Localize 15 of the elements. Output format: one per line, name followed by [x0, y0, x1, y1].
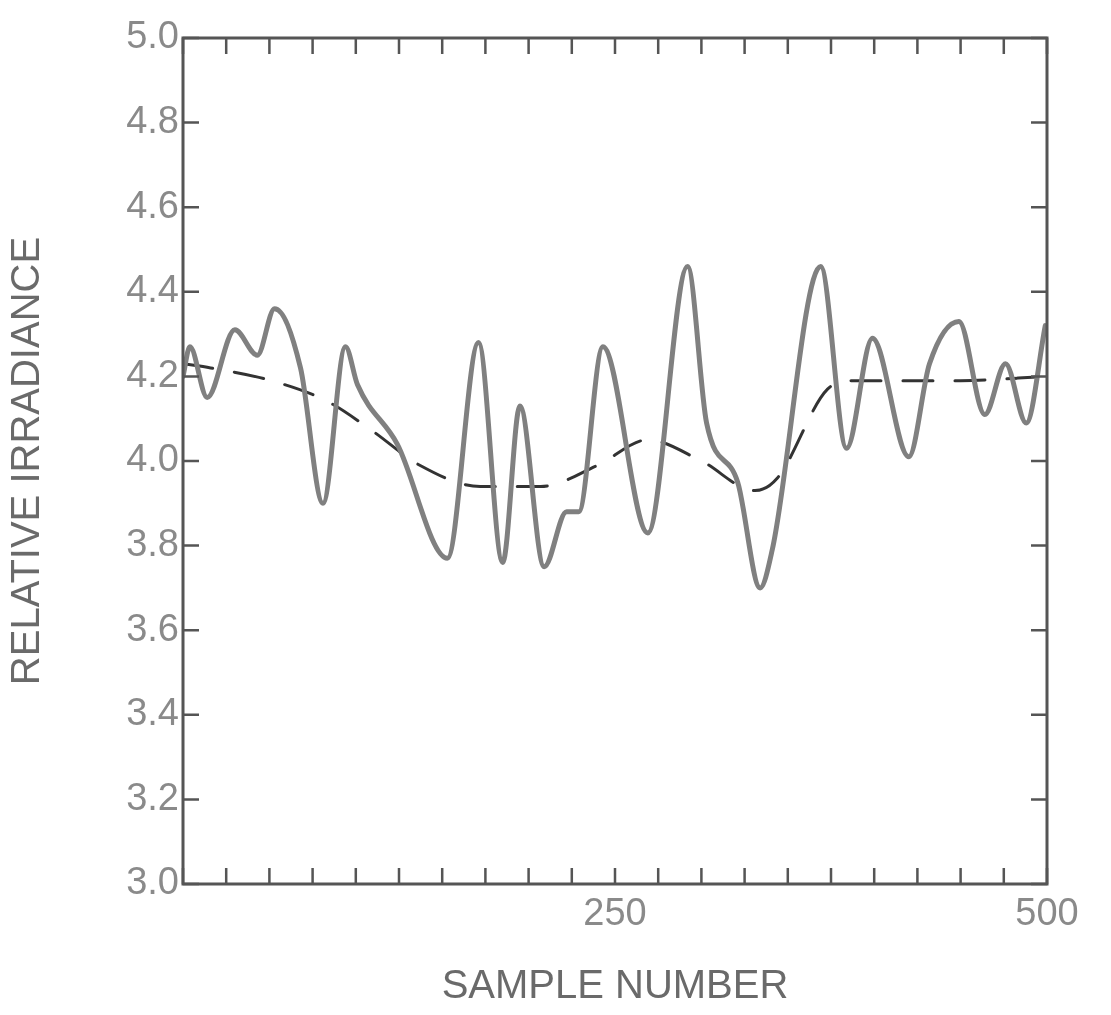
y-tick-label: 3.8 — [126, 522, 179, 565]
y-tick-label: 4.4 — [126, 268, 179, 311]
y-tick-label: 4.0 — [126, 437, 179, 480]
y-tick-label: 4.2 — [126, 352, 179, 395]
y-tick-label: 3.6 — [126, 606, 179, 649]
y-tick-label: 4.8 — [126, 99, 179, 142]
x-axis-title: SAMPLE NUMBER — [441, 962, 789, 1007]
y-tick-label: 4.6 — [126, 183, 179, 226]
y-tick-label: 3.0 — [126, 860, 179, 903]
x-tick-label: 500 — [1015, 891, 1079, 934]
y-axis-title: RELATIVE IRRADIANCE — [3, 236, 48, 686]
x-tick-label: 250 — [583, 891, 647, 934]
y-tick-label: 3.2 — [126, 775, 179, 818]
y-tick-label: 3.4 — [126, 691, 179, 734]
y-tick-label: 5.0 — [126, 14, 179, 57]
